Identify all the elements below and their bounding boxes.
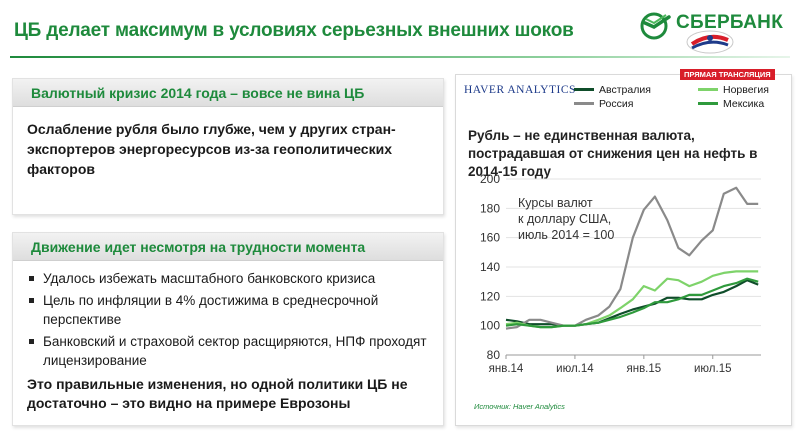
- y-tick-label: 140: [480, 260, 500, 274]
- annotation-line: к доллару США,: [518, 212, 611, 226]
- legend-swatch: [698, 87, 718, 91]
- panel-text: Ослабление рубля было глубже, чем у друг…: [27, 121, 396, 177]
- sberbank-logo: СБЕРБАНК: [636, 10, 796, 54]
- logo-text: СБЕРБАНК: [676, 12, 784, 33]
- line-chart: 80 100 120 140 160 180 200 янв.14 июл.14 янв.15 ию…: [480, 172, 761, 375]
- legend-item: Австралия: [574, 84, 651, 96]
- annotation-line: Курсы валют: [518, 196, 593, 210]
- x-tick-label: янв.15: [626, 363, 661, 375]
- progress-panel: Движение идет несмотря на трудности моме…: [12, 232, 444, 426]
- series-line-Мексика: [505, 277, 759, 329]
- legend-item: Мексика: [698, 98, 764, 110]
- series-line-Россия: [505, 186, 759, 330]
- header-divider: [10, 56, 790, 58]
- annotation-line: июль 2014 = 100: [518, 228, 614, 242]
- bullet-item: Цель по инфляции в 4% достижима в средне…: [27, 291, 431, 329]
- legend-label: Россия: [599, 98, 634, 110]
- legend-label: Австралия: [599, 84, 651, 96]
- y-tick-label: 100: [480, 319, 500, 333]
- legend-swatch: [698, 101, 718, 105]
- broadcast-emblem-icon: [686, 30, 734, 54]
- panel-heading: Валютный кризис 2014 года – вовсе не вин…: [13, 79, 443, 107]
- series-line-Норвегия: [505, 270, 759, 329]
- bullet-item: Банковский и страховой сектор расщиряютс…: [27, 332, 431, 370]
- live-broadcast-badge: ПРЯМАЯ ТРАНСЛЯЦИЯ: [680, 69, 775, 80]
- series-line-Австралия: [505, 279, 759, 327]
- y-tick-label: 160: [480, 231, 500, 245]
- legend-label: Мексика: [723, 98, 765, 110]
- page-title: ЦБ делает максимум в условиях серьезных …: [14, 20, 574, 41]
- legend-swatch: [574, 101, 594, 105]
- currency-crisis-panel: Валютный кризис 2014 года – вовсе не вин…: [12, 78, 444, 215]
- bullet-list: Удалось избежать масштабного банковского…: [13, 261, 443, 370]
- chart-title: Рубль – не единственная валюта, пострада…: [468, 128, 758, 179]
- y-tick-label: 180: [480, 201, 500, 215]
- legend-label: Норвегия: [723, 84, 769, 96]
- legend-item: Норвегия: [698, 84, 769, 96]
- x-tick-label: янв.14: [489, 363, 524, 375]
- legend-item: Россия: [574, 98, 633, 110]
- y-tick-label: 80: [487, 348, 501, 362]
- panel-heading: Движение идет несмотря на трудности моме…: [13, 233, 443, 261]
- x-tick-label: июл.14: [556, 363, 594, 375]
- chart-annotation: Курсы валют к доллару США, июль 2014 = 100: [518, 196, 614, 242]
- y-tick-label: 200: [480, 172, 500, 186]
- chart-panel: HAVER ANALYTICS ПРЯМАЯ ТРАНСЛЯЦИЯ Австра…: [455, 69, 792, 426]
- y-tick-label: 120: [480, 289, 500, 303]
- conclusion-text: Это правильные изменения, но одной полит…: [27, 376, 408, 411]
- sberbank-emblem-icon: [640, 12, 671, 40]
- chart-source: Источник: Haver Analytics: [474, 402, 565, 411]
- x-tick-label: июл.15: [694, 363, 732, 375]
- haver-analytics-logo: HAVER ANALYTICS: [464, 84, 576, 96]
- bullet-item: Удалось избежать масштабного банковского…: [27, 269, 431, 288]
- legend-swatch: [574, 87, 594, 91]
